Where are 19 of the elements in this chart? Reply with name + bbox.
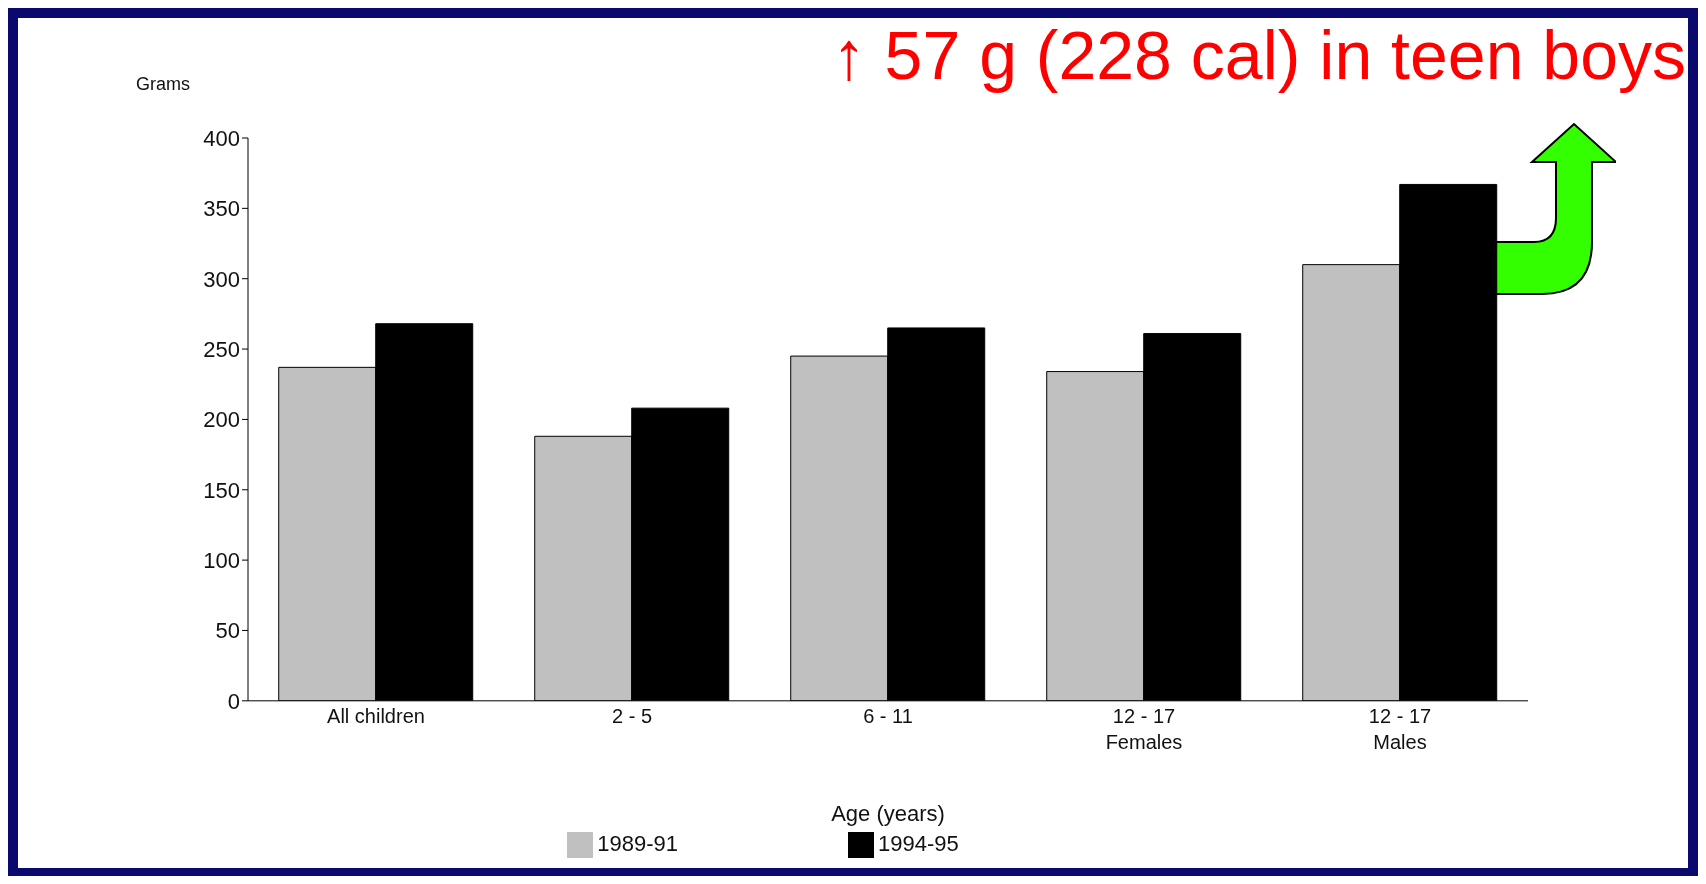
- y-tick-label: 100: [203, 547, 240, 573]
- y-tick-label: 50: [215, 618, 240, 644]
- legend-label: 1994-95: [878, 830, 959, 856]
- y-tick-label: 400: [203, 125, 240, 151]
- x-tick-label: All children: [327, 704, 425, 727]
- y-tick-label: 200: [203, 407, 240, 433]
- x-tick-label: 12 - 17 Females: [1105, 704, 1183, 753]
- x-tick-label: 12 - 17 Males: [1368, 704, 1432, 753]
- y-tick-label: 350: [203, 196, 240, 222]
- x-tick-label: 2 - 5: [611, 704, 653, 727]
- y-tick-label: 0: [227, 688, 240, 714]
- legend-label: 1989-91: [597, 830, 678, 856]
- y-axis-title: Grams: [136, 74, 190, 95]
- x-axis-title: Age (years): [831, 800, 945, 826]
- y-tick-label: 300: [203, 266, 240, 292]
- y-tick-label: 150: [203, 477, 240, 503]
- x-tick-label: 6 - 11: [863, 704, 913, 727]
- y-tick-label: 250: [203, 336, 240, 362]
- chart-title: ↑ 57 g (228 cal) in teen boys: [831, 16, 1686, 94]
